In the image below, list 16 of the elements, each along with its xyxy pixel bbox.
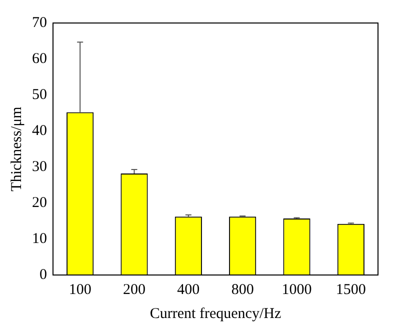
x-tick-label: 200: [123, 282, 146, 298]
y-tick-label: 60: [32, 50, 47, 67]
x-tick-label: 100: [68, 282, 92, 298]
y-tick-label: 50: [32, 86, 47, 103]
x-tick-label: 1000: [282, 282, 312, 298]
y-tick-label: 20: [32, 194, 47, 211]
x-tick-label: 1500: [336, 282, 366, 298]
x-tick-label: 800: [231, 282, 254, 298]
y-axis-title: Thickness/μm: [8, 106, 25, 192]
y-tick-label: 0: [40, 266, 47, 283]
y-tick-label: 30: [32, 158, 47, 175]
y-tick-label: 70: [32, 14, 47, 31]
x-tick-label: 400: [177, 282, 200, 298]
y-tick-label: 40: [32, 122, 47, 139]
y-tick-label: 10: [32, 230, 47, 247]
x-axis-title: Current frequency/Hz: [150, 306, 282, 322]
